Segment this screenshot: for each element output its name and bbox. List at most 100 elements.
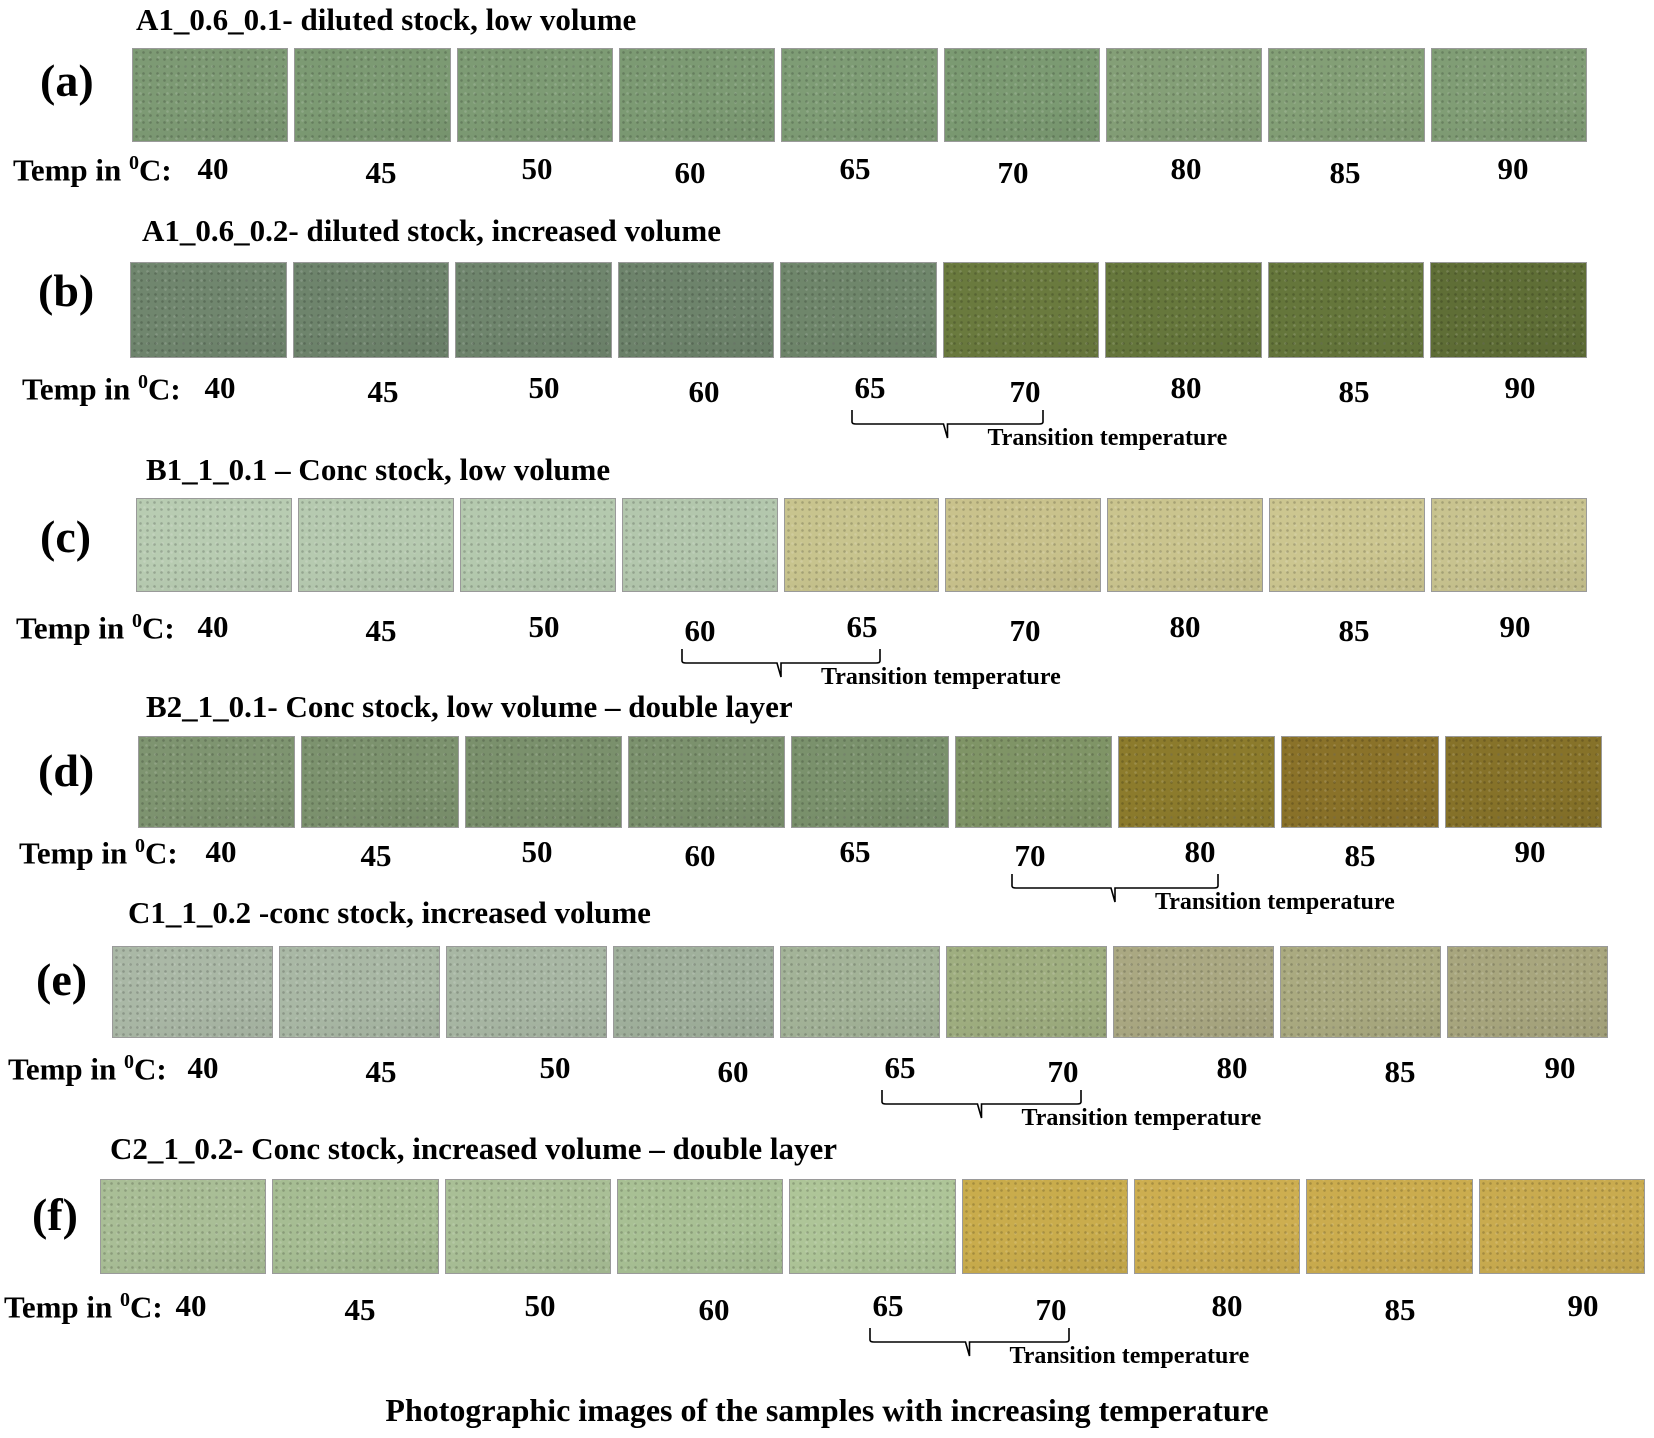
sample-strip bbox=[132, 48, 1587, 142]
degree-sup: 0 bbox=[135, 835, 146, 857]
temp-value: 80 bbox=[1170, 370, 1202, 405]
sample-photo bbox=[132, 48, 289, 142]
sample-photo bbox=[617, 262, 775, 358]
degree-sup: 0 bbox=[138, 371, 149, 393]
sample-photo bbox=[272, 1179, 439, 1274]
temp-value: 65 bbox=[846, 609, 878, 644]
transition-label: Transition temperature bbox=[987, 425, 1228, 451]
sample-photo bbox=[946, 946, 1108, 1038]
sample-photo bbox=[789, 1179, 956, 1274]
temp-value: 90 bbox=[1497, 151, 1529, 186]
temp-value: 70 bbox=[1035, 1292, 1067, 1327]
transition-label: Transition temperature bbox=[1009, 1343, 1250, 1369]
temp-value: 70 bbox=[1009, 374, 1041, 409]
temp-value: 65 bbox=[854, 370, 886, 405]
temp-value: 50 bbox=[521, 151, 553, 186]
sample-photo bbox=[1281, 736, 1439, 828]
panel-title: A1_0.6_0.1- diluted stock, low volume bbox=[136, 2, 637, 37]
sample-photo bbox=[138, 736, 296, 828]
sample-photo bbox=[1105, 48, 1263, 142]
sample-photo bbox=[621, 498, 778, 592]
sample-photo bbox=[294, 48, 451, 142]
figure-caption: Photographic images of the samples with … bbox=[385, 1392, 1269, 1428]
panel-title: C2_1_0.2- Conc stock, increased volume –… bbox=[110, 1131, 838, 1166]
sample-photo bbox=[130, 262, 287, 358]
temp-label-text: Temp in bbox=[22, 371, 139, 407]
sample-photo bbox=[945, 498, 1102, 592]
temp-value: 80 bbox=[1170, 151, 1202, 186]
transition-bracket bbox=[1011, 874, 1219, 903]
sample-photo bbox=[297, 498, 454, 592]
panel-letter: (f) bbox=[32, 1189, 78, 1240]
transition-bracket bbox=[881, 1090, 1082, 1119]
sample-photo bbox=[464, 736, 622, 828]
sample-photo bbox=[779, 946, 941, 1038]
temp-label: Temp in 0C: bbox=[16, 611, 175, 643]
temp-value: 70 bbox=[1047, 1054, 1079, 1089]
temp-label: Temp in 0C: bbox=[4, 1290, 163, 1322]
temp-unit: C: bbox=[130, 1289, 163, 1325]
sample-photo bbox=[444, 1179, 611, 1274]
temp-label: Temp in 0C: bbox=[8, 1052, 167, 1084]
temp-value: 60 bbox=[688, 374, 720, 409]
temp-value: 80 bbox=[1216, 1050, 1248, 1085]
temp-label: Temp in 0C: bbox=[22, 372, 181, 404]
temp-unit: C: bbox=[134, 1051, 167, 1087]
sample-photo bbox=[1447, 946, 1608, 1038]
temp-label-text: Temp in bbox=[19, 835, 136, 871]
temp-value: 90 bbox=[1514, 834, 1546, 869]
panel-letter: (c) bbox=[40, 511, 92, 562]
temp-value: 40 bbox=[187, 1050, 219, 1085]
sample-strip bbox=[112, 946, 1608, 1038]
temp-value: 45 bbox=[365, 613, 397, 648]
sample-photo bbox=[1133, 1179, 1301, 1274]
sample-photo bbox=[1269, 498, 1425, 592]
degree-sup: 0 bbox=[120, 1289, 131, 1311]
sample-photo bbox=[783, 498, 940, 592]
panel-title: C1_1_0.2 -conc stock, increased volume bbox=[128, 895, 651, 930]
temp-value: 65 bbox=[839, 834, 871, 869]
panel-letter: (d) bbox=[38, 745, 95, 796]
panel-letter: (b) bbox=[38, 265, 95, 316]
temp-value: 45 bbox=[365, 1054, 397, 1089]
temp-value: 50 bbox=[528, 370, 560, 405]
sample-photo bbox=[1107, 498, 1264, 592]
temp-value: 80 bbox=[1211, 1288, 1243, 1323]
sample-photo bbox=[618, 48, 776, 142]
sample-photo bbox=[112, 946, 273, 1038]
sample-strip bbox=[130, 262, 1587, 358]
sample-photo bbox=[942, 262, 1100, 358]
temp-value: 60 bbox=[684, 838, 716, 873]
sample-photo bbox=[612, 946, 774, 1038]
temp-value: 50 bbox=[539, 1050, 571, 1085]
sample-photo bbox=[301, 736, 459, 828]
temp-unit: C: bbox=[139, 152, 172, 188]
transition-bracket bbox=[869, 1328, 1070, 1357]
temp-value: 45 bbox=[367, 374, 399, 409]
temp-unit: C: bbox=[148, 371, 181, 407]
sample-photo bbox=[278, 946, 440, 1038]
temp-value: 85 bbox=[1384, 1292, 1416, 1327]
sample-photo bbox=[961, 1179, 1128, 1274]
sample-photo bbox=[456, 48, 613, 142]
sample-photo bbox=[1280, 946, 1441, 1038]
temp-value: 40 bbox=[175, 1288, 207, 1323]
sample-photo bbox=[1268, 48, 1425, 142]
temp-value: 90 bbox=[1504, 370, 1536, 405]
temp-value: 85 bbox=[1338, 613, 1370, 648]
temp-value: 60 bbox=[698, 1292, 730, 1327]
sample-photo bbox=[445, 946, 607, 1038]
temp-value: 65 bbox=[839, 151, 871, 186]
sample-photo bbox=[1431, 498, 1587, 592]
temp-value: 70 bbox=[1009, 613, 1041, 648]
transition-label: Transition temperature bbox=[1021, 1105, 1262, 1131]
temp-label-text: Temp in bbox=[16, 610, 133, 646]
panel-title: B1_1_0.1 – Conc stock, low volume bbox=[146, 452, 611, 487]
temp-value: 45 bbox=[360, 838, 392, 873]
transition-bracket bbox=[851, 410, 1044, 439]
temp-value: 40 bbox=[197, 609, 229, 644]
panel-title: A1_0.6_0.2- diluted stock, increased vol… bbox=[142, 213, 721, 248]
sample-photo bbox=[100, 1179, 267, 1274]
sample-photo bbox=[943, 48, 1100, 142]
sample-photo bbox=[781, 48, 938, 142]
